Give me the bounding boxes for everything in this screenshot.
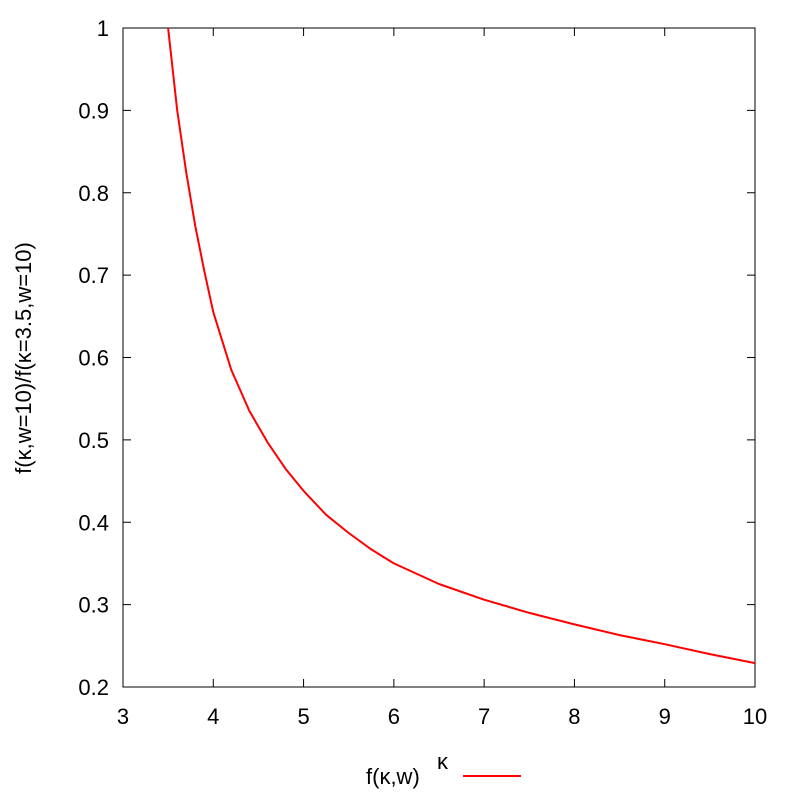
plot-frame: [122, 27, 756, 688]
x-tick-label: 5: [297, 704, 309, 729]
series-layer: [167, 27, 756, 665]
y-tick-label: 0.8: [78, 181, 109, 206]
x-tick-label: 3: [117, 704, 129, 729]
x-tick-label: 4: [207, 704, 219, 729]
y-tick-label: 0.4: [78, 510, 109, 535]
x-tick-label: 6: [388, 704, 400, 729]
y-axis-label: f(κ,w=10)/f(κ=3.5,w=10): [11, 242, 36, 474]
legend-label: f(κ,w): [366, 764, 420, 789]
x-tick-label: 8: [568, 704, 580, 729]
y-tick-label: 0.6: [78, 346, 109, 371]
y-tick-label: 1: [97, 16, 109, 41]
x-tick-label: 9: [659, 704, 671, 729]
series-line: [167, 27, 756, 665]
y-tick-label: 0.9: [78, 98, 109, 123]
x-tick-label: 10: [743, 704, 767, 729]
x-axis: 3 4 5 6 7 8 9 10: [117, 28, 767, 729]
x-tick-label: 7: [478, 704, 490, 729]
y-tick-label: 0.3: [78, 593, 109, 618]
x-axis-label: κ: [437, 749, 449, 774]
legend: f(κ,w) κ: [366, 749, 521, 789]
y-tick-label: 0.5: [78, 428, 109, 453]
y-tick-label: 0.7: [78, 263, 109, 288]
y-tick-label: 0.2: [78, 675, 109, 700]
y-axis: 0.2 0.3 0.4 0.5 0.6 0.7 0.8 0.9 1: [78, 16, 755, 700]
